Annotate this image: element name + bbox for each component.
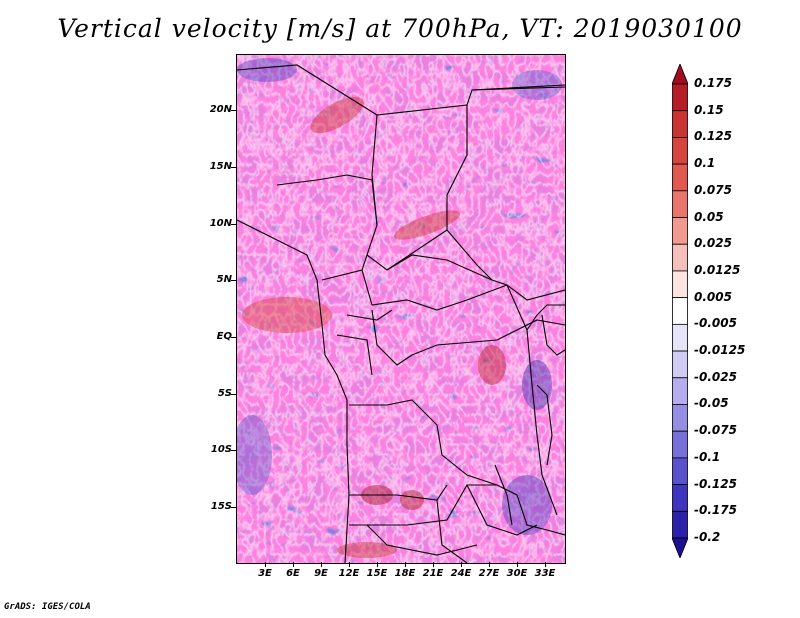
colorbar-segment: [672, 83, 688, 112]
lon-label-30e: 30E: [506, 568, 528, 579]
colorbar-label: -0.05: [694, 396, 729, 411]
colorbar-segment: [672, 110, 688, 138]
lat-label-10n: 10N: [209, 218, 232, 229]
lat-label-5n: 5N: [216, 274, 232, 285]
colorbar-segment: [672, 217, 688, 245]
colorbar-label: 0.175: [694, 76, 732, 90]
lat-label-10s: 10S: [210, 444, 232, 455]
lon-tick: [293, 562, 294, 567]
colorbar-segment: [672, 510, 688, 539]
lat-tick: [231, 450, 236, 451]
colorbar-segment: [672, 350, 688, 379]
map-plot-area[interactable]: [236, 54, 566, 564]
lat-tick: [231, 394, 236, 395]
lon-label-27e: 27E: [478, 568, 500, 579]
colorbar-label: 0.0125: [694, 262, 741, 277]
colorbar-segment: [672, 137, 688, 165]
colorbar-label: -0.175: [694, 503, 737, 518]
lat-tick: [231, 280, 236, 281]
lon-label-3e: 3E: [258, 568, 272, 579]
colorbar-segment: [672, 484, 688, 512]
colorbar-label: 0.1: [694, 156, 716, 171]
colorbar-top-arrow: [672, 64, 688, 85]
lon-tick: [265, 562, 266, 567]
colorbar-label: -0.2: [694, 530, 721, 544]
lat-tick: [231, 337, 236, 338]
lat-label-5s: 5S: [217, 388, 232, 399]
lon-label-9e: 9E: [314, 568, 328, 579]
lon-tick: [545, 562, 546, 567]
colorbar-label: 0.05: [694, 209, 724, 224]
colorbar-segment: [672, 297, 688, 325]
colorbar-label: 0.005: [694, 289, 732, 304]
colorbar-label: -0.075: [694, 423, 737, 438]
lon-label-6e: 6E: [286, 568, 300, 579]
lon-tick: [489, 562, 490, 567]
colorbar-segment: [672, 190, 688, 218]
chart-title: Vertical velocity [m/s] at 700hPa, VT: 2…: [57, 14, 743, 43]
lon-label-33e: 33E: [534, 568, 556, 579]
colorbar-segment: [672, 404, 688, 432]
colorbar-label: 0.025: [694, 236, 732, 251]
colorbar-label: 0.125: [694, 129, 732, 144]
velocity-field-map: [237, 55, 565, 563]
colorbar-label: -0.125: [694, 476, 737, 491]
colorbar-segment: [672, 163, 688, 192]
lon-label-21e: 21E: [422, 568, 444, 579]
lat-tick: [231, 224, 236, 225]
colorbar-segment: [672, 457, 688, 485]
lon-tick: [433, 562, 434, 567]
colorbar: [672, 64, 688, 558]
colorbar-segment: [672, 377, 688, 405]
lon-tick: [405, 562, 406, 567]
lon-tick: [461, 562, 462, 567]
lat-tick: [231, 167, 236, 168]
lat-tick: [231, 507, 236, 508]
lon-tick: [517, 562, 518, 567]
lon-label-15e: 15E: [366, 568, 388, 579]
colorbar-label: -0.1: [694, 449, 721, 464]
lat-label-eq: EQ: [216, 331, 232, 342]
lon-label-24e: 24E: [450, 568, 472, 579]
colorbar-label: 0.075: [694, 182, 732, 197]
colorbar-label: -0.005: [694, 316, 737, 331]
lon-label-18e: 18E: [394, 568, 416, 579]
lat-label-20n: 20N: [209, 104, 232, 115]
colorbar-segment: [672, 270, 688, 299]
lon-tick: [377, 562, 378, 567]
lon-label-12e: 12E: [338, 568, 360, 579]
colorbar-label: 0.15: [694, 102, 724, 117]
colorbar-segment: [672, 243, 688, 272]
lat-label-15n: 15N: [209, 161, 232, 172]
lon-tick: [349, 562, 350, 567]
colorbar-label: -0.0125: [694, 343, 746, 358]
grads-credit: GrADS: IGES/COLA: [4, 602, 91, 612]
lat-label-15s: 15S: [210, 501, 232, 512]
colorbar-segment: [672, 323, 688, 352]
colorbar-segment: [672, 430, 688, 459]
lat-tick: [231, 110, 236, 111]
colorbar-bottom-arrow: [672, 537, 688, 558]
lon-tick: [321, 562, 322, 567]
colorbar-label: -0.025: [694, 369, 737, 384]
